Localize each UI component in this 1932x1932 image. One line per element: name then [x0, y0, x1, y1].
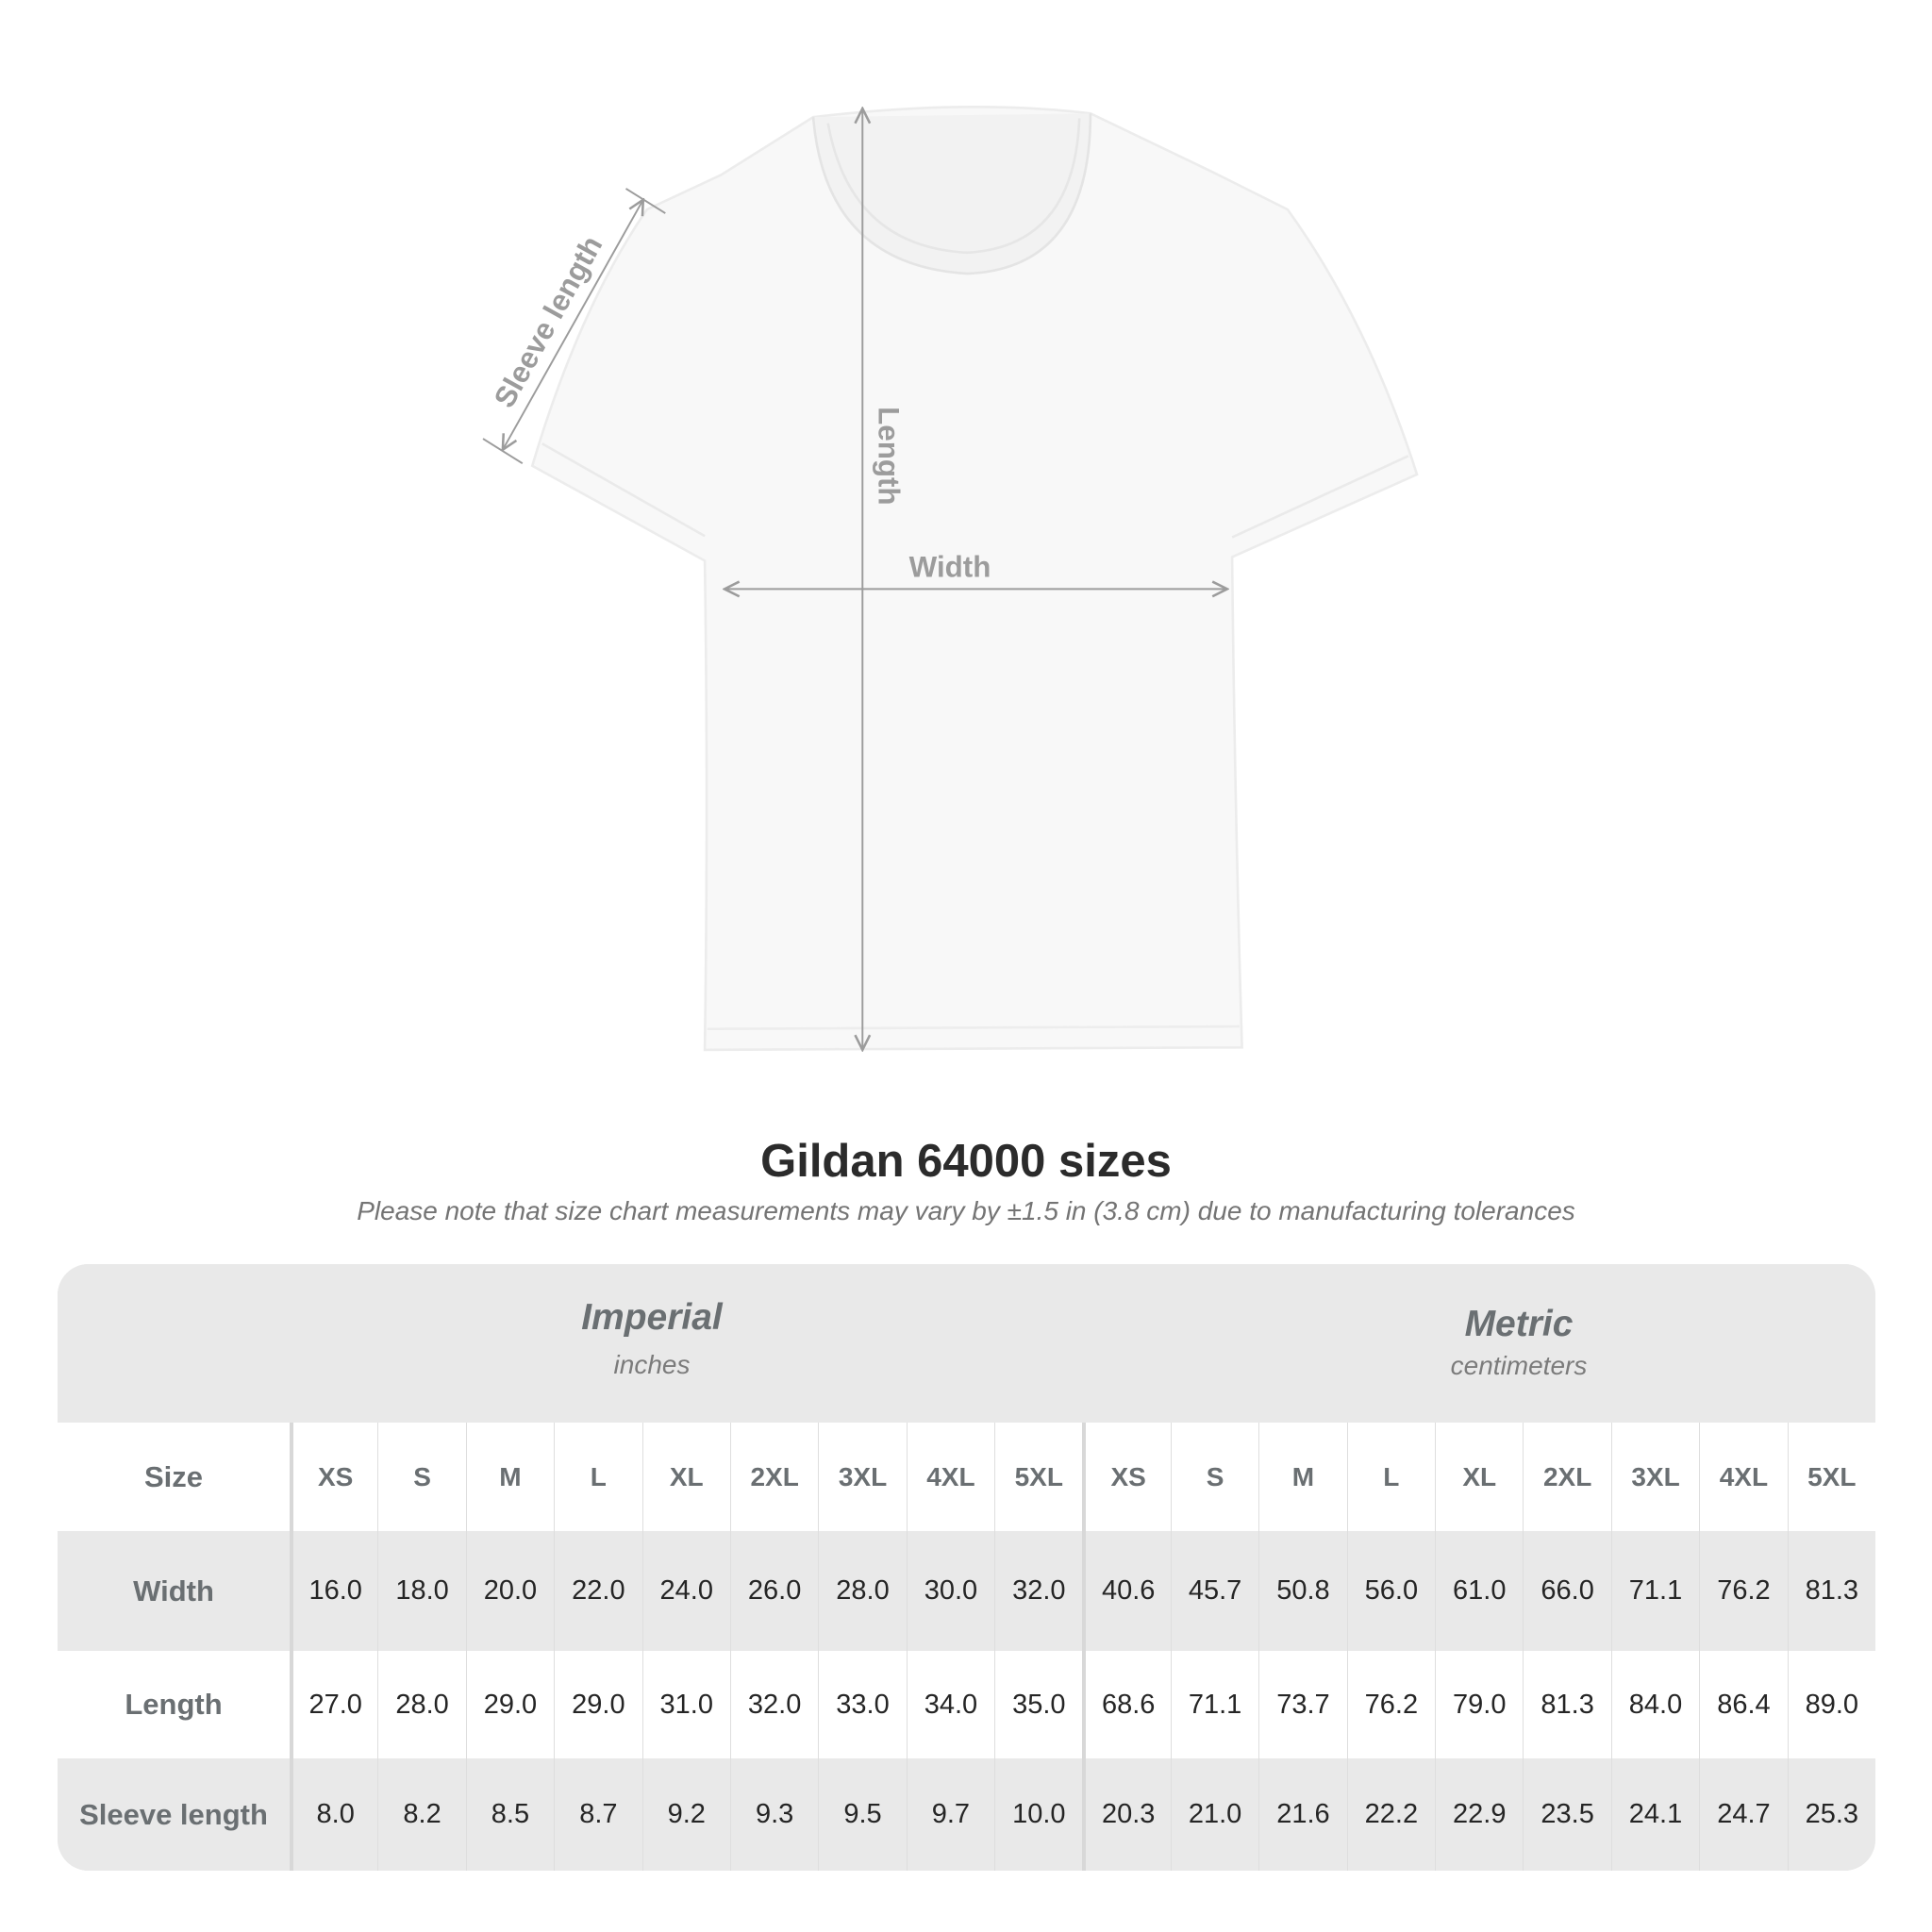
metric-size-header: M	[1258, 1423, 1347, 1531]
metric-value-cell: 79.0	[1435, 1651, 1524, 1758]
metric-size-header: 3XL	[1610, 1423, 1700, 1531]
imperial-value-cell: 18.0	[377, 1531, 466, 1651]
metric-value-cell: 66.0	[1523, 1531, 1611, 1651]
metric-value-cell: 81.3	[1787, 1531, 1875, 1651]
metric-size-header: XS	[1082, 1423, 1171, 1531]
metric-value-cell: 40.6	[1082, 1531, 1171, 1651]
tolerance-note: Please note that size chart measurements…	[357, 1196, 1575, 1225]
imperial-value-cell: 33.0	[818, 1651, 907, 1758]
metric-value-cell: 89.0	[1787, 1651, 1875, 1758]
size-chart-table: Imperial inches Metric centimeters Size X…	[58, 1264, 1875, 1871]
imperial-value-cell: 26.0	[729, 1531, 819, 1651]
metric-value-cell: 21.6	[1258, 1758, 1347, 1871]
imperial-value-cell: 34.0	[906, 1651, 995, 1758]
imperial-value-cell: 28.0	[377, 1651, 466, 1758]
metric-value-cell: 84.0	[1610, 1651, 1700, 1758]
imperial-value-cell: 10.0	[994, 1758, 1083, 1871]
metric-value-cell: 86.4	[1699, 1651, 1788, 1758]
imperial-value-cell: 22.0	[554, 1531, 642, 1651]
imperial-value-cell: 30.0	[906, 1531, 995, 1651]
metric-value-cell: 61.0	[1435, 1531, 1524, 1651]
metric-value-cell: 50.8	[1258, 1531, 1347, 1651]
metric-value-cell: 68.6	[1082, 1651, 1171, 1758]
length-measure: Length	[862, 108, 905, 1050]
metric-size-header: XL	[1435, 1423, 1524, 1531]
metric-value-cell: 76.2	[1699, 1531, 1788, 1651]
metric-title: Metric	[1464, 1304, 1574, 1344]
metric-size-header: 4XL	[1699, 1423, 1788, 1531]
imperial-size-header: L	[554, 1423, 642, 1531]
metric-value-cell: 22.2	[1346, 1758, 1436, 1871]
metric-size-header: S	[1170, 1423, 1259, 1531]
metric-value-cell: 73.7	[1258, 1651, 1347, 1758]
metric-value-cell: 22.9	[1435, 1758, 1524, 1871]
table-header: Imperial inches Metric centimeters	[58, 1264, 1875, 1423]
metric-value-cell: 25.3	[1787, 1758, 1875, 1871]
imperial-value-cell: 9.2	[641, 1758, 730, 1871]
imperial-value-cell: 20.0	[465, 1531, 555, 1651]
tshirt-illustration	[530, 105, 1419, 1052]
size-row-label: Size	[58, 1423, 290, 1531]
page-title: Gildan 64000 sizes	[760, 1136, 1172, 1187]
imperial-value-cell: 9.5	[818, 1758, 907, 1871]
metric-value-cell: 21.0	[1170, 1758, 1259, 1871]
imperial-size-header: XL	[641, 1423, 730, 1531]
imperial-value-cell: 28.0	[818, 1531, 907, 1651]
metric-value-cell: 76.2	[1346, 1651, 1436, 1758]
width-measure: Width	[724, 550, 1227, 589]
tshirt-diagram: Length Width Sleeve length	[482, 105, 1419, 1094]
imperial-size-header: M	[465, 1423, 555, 1531]
metric-value-cell: 24.7	[1699, 1758, 1788, 1871]
imperial-value-cell: 24.0	[641, 1531, 730, 1651]
imperial-value-cell: 29.0	[465, 1651, 555, 1758]
imperial-value-cell: 31.0	[641, 1651, 730, 1758]
metric-value-cell: 81.3	[1523, 1651, 1611, 1758]
metric-size-header: L	[1346, 1423, 1436, 1531]
row-label: Sleeve length	[58, 1758, 290, 1871]
imperial-value-cell: 8.7	[554, 1758, 642, 1871]
size-grid: Size XS S M L XL 2XL 3XL 4XL 5XL XS S M L XL 2XL 3XL 4XL 5…	[58, 1423, 1875, 1871]
row-label: Width	[58, 1531, 290, 1651]
imperial-value-cell: 35.0	[994, 1651, 1083, 1758]
metric-size-header: 5XL	[1787, 1423, 1875, 1531]
metric-value-cell: 45.7	[1170, 1531, 1259, 1651]
metric-value-cell: 71.1	[1170, 1651, 1259, 1758]
length-label: Length	[872, 407, 905, 505]
row-label: Length	[58, 1651, 290, 1758]
imperial-size-header: S	[377, 1423, 466, 1531]
imperial-value-cell: 16.0	[290, 1531, 378, 1651]
imperial-size-header: XS	[290, 1423, 378, 1531]
metric-header: Metric centimeters	[1283, 1304, 1755, 1381]
imperial-value-cell: 8.0	[290, 1758, 378, 1871]
imperial-value-cell: 32.0	[994, 1531, 1083, 1651]
imperial-title: Imperial	[581, 1297, 723, 1338]
imperial-value-cell: 32.0	[729, 1651, 819, 1758]
imperial-size-header: 2XL	[729, 1423, 819, 1531]
imperial-value-cell: 27.0	[290, 1651, 378, 1758]
imperial-header: Imperial inches	[416, 1297, 888, 1380]
metric-value-cell: 71.1	[1610, 1531, 1700, 1651]
imperial-unit: inches	[613, 1350, 691, 1379]
metric-unit: centimeters	[1450, 1351, 1588, 1380]
width-label: Width	[909, 550, 991, 583]
imperial-value-cell: 8.5	[465, 1758, 555, 1871]
imperial-value-cell: 9.3	[729, 1758, 819, 1871]
imperial-value-cell: 9.7	[906, 1758, 995, 1871]
imperial-size-header: 3XL	[818, 1423, 907, 1531]
metric-value-cell: 23.5	[1523, 1758, 1611, 1871]
imperial-value-cell: 29.0	[554, 1651, 642, 1758]
imperial-size-header: 5XL	[994, 1423, 1083, 1531]
metric-size-header: 2XL	[1523, 1423, 1611, 1531]
metric-value-cell: 20.3	[1082, 1758, 1171, 1871]
imperial-size-header: 4XL	[906, 1423, 995, 1531]
metric-value-cell: 56.0	[1346, 1531, 1436, 1651]
metric-value-cell: 24.1	[1610, 1758, 1700, 1871]
imperial-value-cell: 8.2	[377, 1758, 466, 1871]
